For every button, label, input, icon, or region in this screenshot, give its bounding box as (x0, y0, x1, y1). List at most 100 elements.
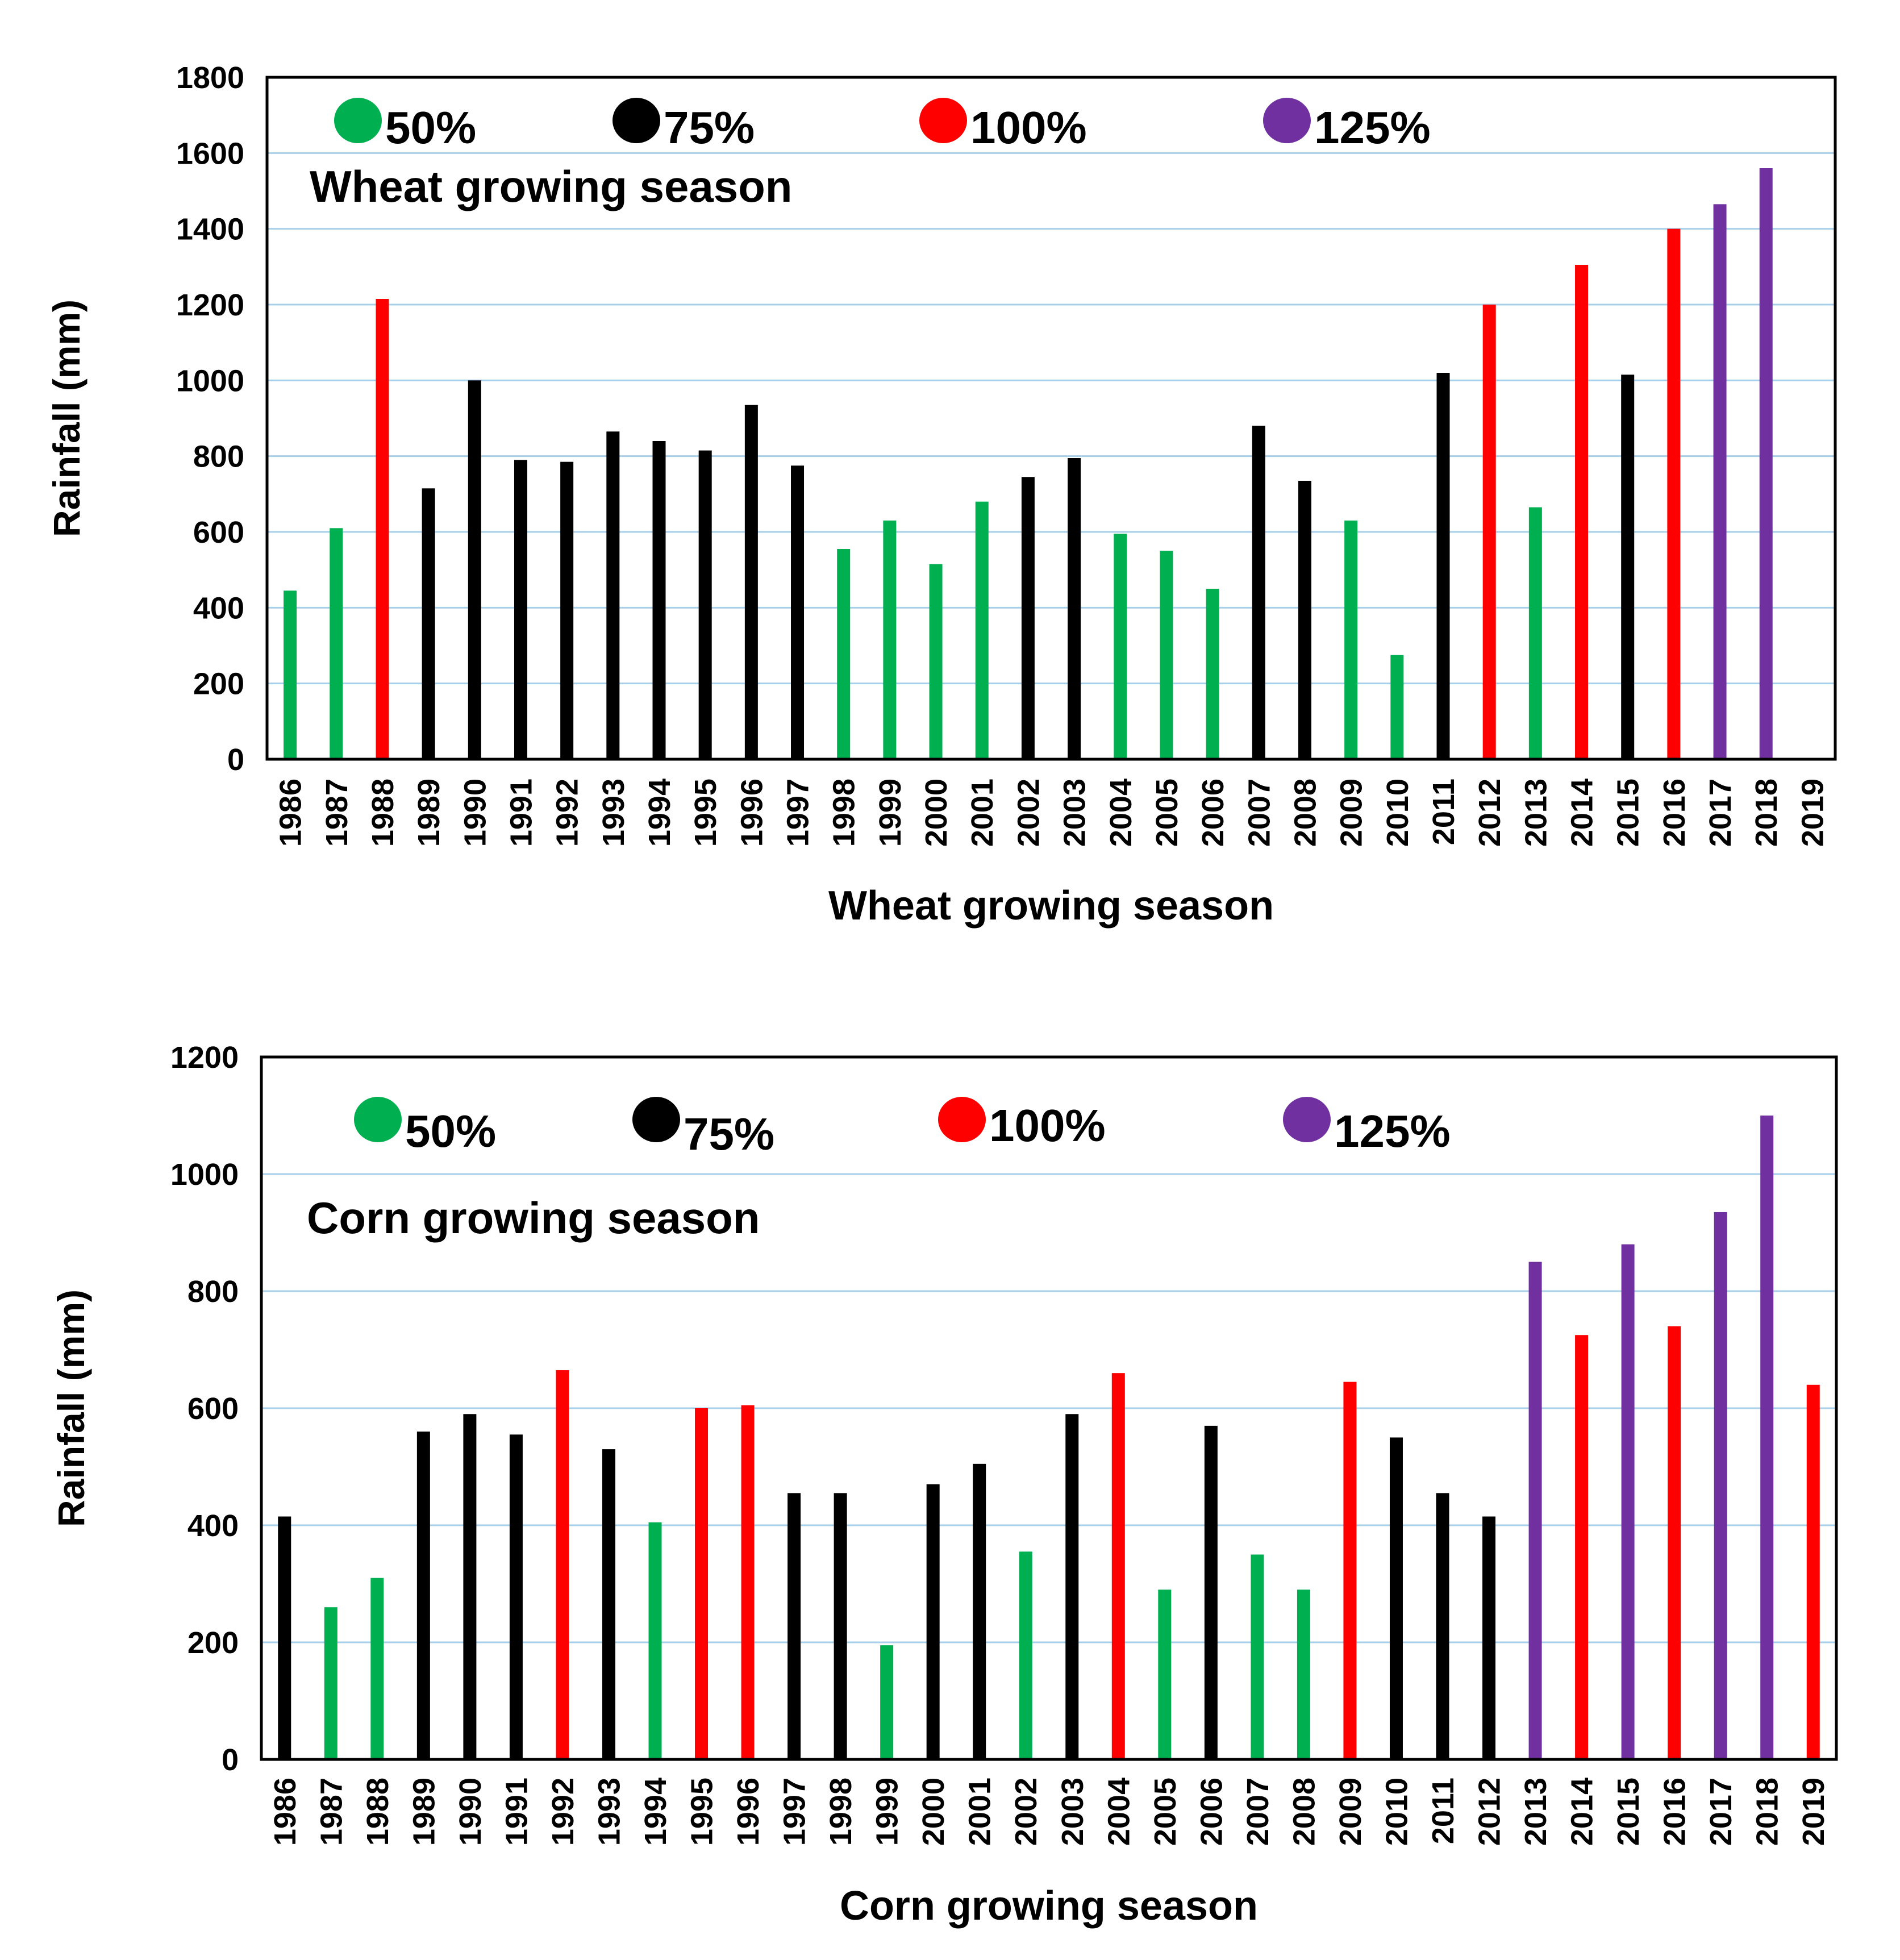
y-tick-label: 800 (188, 1275, 239, 1309)
x-tick-label: 2018 (1749, 779, 1784, 847)
x-tick-label: 1990 (453, 1778, 488, 1846)
y-tick-label: 1000 (176, 364, 244, 398)
bar-2015 (1621, 374, 1635, 759)
x-tick-label: 1997 (778, 1778, 812, 1846)
bar-2018 (1759, 168, 1773, 759)
x-tick-label: 1991 (504, 779, 538, 847)
legend-label: 125% (1334, 1106, 1451, 1156)
x-tick-label: 1996 (731, 1778, 765, 1846)
x-tick-label: 2010 (1381, 779, 1415, 847)
x-tick-label: 2002 (1009, 1778, 1043, 1846)
x-tick-label: 2016 (1657, 779, 1691, 847)
bar-2001 (975, 501, 989, 759)
legend-marker (612, 98, 660, 143)
legend-label: 100% (970, 102, 1087, 153)
x-tick-label: 1991 (499, 1778, 534, 1846)
bar-2002 (1019, 1551, 1032, 1759)
legend-label: 125% (1314, 102, 1431, 153)
bar-1990 (468, 380, 481, 759)
legend-marker (919, 98, 967, 143)
y-axis-label: Rainfall (mm) (45, 299, 88, 537)
bar-1993 (606, 431, 620, 759)
x-tick-label: 1997 (781, 779, 815, 847)
x-tick-label: 1989 (407, 1778, 441, 1846)
bar-2008 (1297, 1589, 1310, 1759)
x-tick-label: 2012 (1473, 1778, 1507, 1846)
bar-1986 (284, 590, 297, 759)
bar-1986 (278, 1516, 291, 1759)
bar-2007 (1251, 1554, 1264, 1759)
legend-marker (1263, 98, 1311, 143)
x-tick-label: 1992 (546, 1778, 580, 1846)
x-tick-label: 1994 (643, 779, 677, 847)
x-tick-label: 2011 (1427, 779, 1461, 845)
y-tick-label: 1200 (170, 1041, 239, 1075)
x-tick-label: 2015 (1611, 1778, 1645, 1846)
plot-frame (260, 1055, 1838, 1761)
x-tick-label: 2013 (1519, 779, 1553, 847)
x-tick-label: 1995 (689, 779, 723, 847)
legend-marker (632, 1097, 680, 1142)
bar-2019 (1806, 1384, 1820, 1759)
bar-2009 (1344, 521, 1358, 759)
bar-1988 (370, 1578, 384, 1759)
legend-label: 50% (385, 102, 476, 153)
x-tick-label: 1990 (458, 779, 492, 847)
y-tick-label: 200 (188, 1626, 239, 1660)
y-tick-label: 800 (193, 440, 244, 474)
bar-2007 (1252, 426, 1265, 759)
bar-2004 (1111, 1373, 1125, 1759)
bar-1987 (330, 528, 343, 759)
bar-2012 (1482, 1516, 1496, 1759)
x-tick-label: 2004 (1102, 1778, 1136, 1846)
bar-2002 (1021, 477, 1035, 759)
x-tick-label: 2007 (1242, 779, 1276, 847)
x-tick-label: 2010 (1380, 1778, 1414, 1846)
legend-marker (354, 1097, 402, 1142)
bar-1991 (514, 460, 527, 759)
x-tick-label: 2014 (1565, 1778, 1599, 1846)
y-axis-label: Rainfall (mm) (50, 1289, 92, 1527)
bar-2014 (1575, 1335, 1589, 1759)
x-tick-label: 1988 (366, 779, 400, 847)
bar-1989 (416, 1431, 430, 1759)
legend-marker (1283, 1097, 1331, 1142)
bar-1994 (648, 1522, 662, 1759)
legend-marker (334, 98, 382, 143)
bar-1997 (791, 465, 805, 759)
wheat-rainfall-chart: 0 200 400 600 800 1000 1200 1400 1600 1800 1986 198… (45, 61, 1837, 929)
x-tick-label: 1988 (361, 1778, 395, 1846)
y-tick-label: 200 (193, 667, 244, 701)
y-tick-label: 1400 (176, 213, 244, 247)
bar-2005 (1160, 551, 1173, 759)
x-tick-label: 2017 (1703, 779, 1738, 847)
x-tick-label: 2001 (963, 1778, 997, 1846)
bar-1990 (463, 1414, 477, 1759)
x-tick-label: 1989 (412, 779, 446, 847)
x-tick-label: 2006 (1194, 1778, 1228, 1846)
x-tick-label: 2018 (1751, 1778, 1785, 1846)
bar-1998 (837, 549, 851, 759)
x-tick-label: 2017 (1704, 1778, 1738, 1846)
plot-frame (265, 76, 1837, 761)
x-tick-label: 2001 (965, 779, 999, 847)
x-tick-label: 1992 (551, 779, 585, 847)
bar-2015 (1621, 1244, 1635, 1759)
x-tick-label: 2003 (1058, 779, 1092, 847)
x-tick-label: 1998 (827, 779, 861, 847)
y-tick-label: 0 (222, 1743, 239, 1777)
x-tick-label: 1996 (735, 779, 769, 847)
bar-1999 (880, 1645, 894, 1759)
bar-1996 (741, 1405, 755, 1759)
bar-2011 (1436, 1493, 1449, 1759)
bar-1998 (834, 1493, 847, 1759)
bar-1991 (509, 1434, 523, 1759)
x-tick-label: 2009 (1334, 1778, 1368, 1846)
chart-title: Wheat growing season (310, 161, 792, 211)
bar-2013 (1528, 507, 1542, 759)
bar-2009 (1343, 1381, 1357, 1759)
bar-2016 (1667, 228, 1681, 760)
y-tick-label: 1000 (170, 1158, 239, 1192)
y-tick-label: 400 (188, 1509, 239, 1543)
